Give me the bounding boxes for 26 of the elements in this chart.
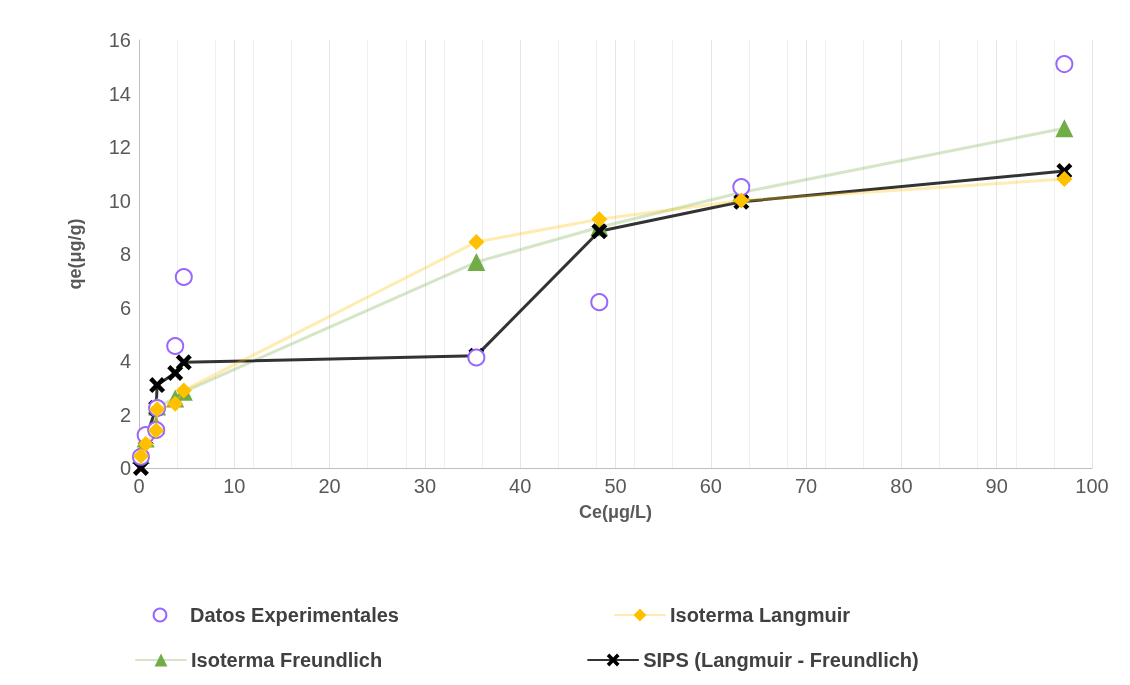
- y-tick-label: 16: [108, 29, 131, 51]
- x-tick-label: 70: [794, 475, 818, 497]
- y-tick-label: 0: [119, 457, 131, 479]
- x-tick-label: 90: [985, 475, 1008, 497]
- y-tick-label: 4: [119, 350, 131, 372]
- y-axis-title: qe(μg/g): [65, 218, 85, 290]
- legend-label: SIPS (Langmuir - Freundlich): [643, 649, 919, 671]
- y-tick-label: 2: [119, 403, 131, 426]
- legend-label: Isoterma Freundlich: [191, 649, 383, 671]
- legend-label: Datos Experimentales: [190, 604, 399, 626]
- x-tick-label: 40: [509, 475, 532, 497]
- y-tick-label: 12: [108, 136, 131, 158]
- x-tick-label: 30: [413, 475, 437, 497]
- y-tick-label: 14: [108, 82, 131, 105]
- legend-label: Isoterma Langmuir: [669, 604, 851, 626]
- x-tick-label: 60: [699, 475, 722, 497]
- y-tick-label: 6: [119, 296, 131, 319]
- y-tick-label: 8: [119, 243, 131, 265]
- x-tick-label: 10: [223, 475, 246, 497]
- x-tick-label: 20: [318, 475, 341, 497]
- x-tick-label: 50: [604, 475, 627, 497]
- x-tick-label: 100: [1075, 475, 1109, 497]
- y-tick-label: 10: [108, 189, 131, 212]
- x-tick-label: 80: [890, 475, 913, 497]
- x-tick-label: 0: [133, 475, 145, 497]
- x-axis-title: Ce(μg/L): [578, 502, 653, 522]
